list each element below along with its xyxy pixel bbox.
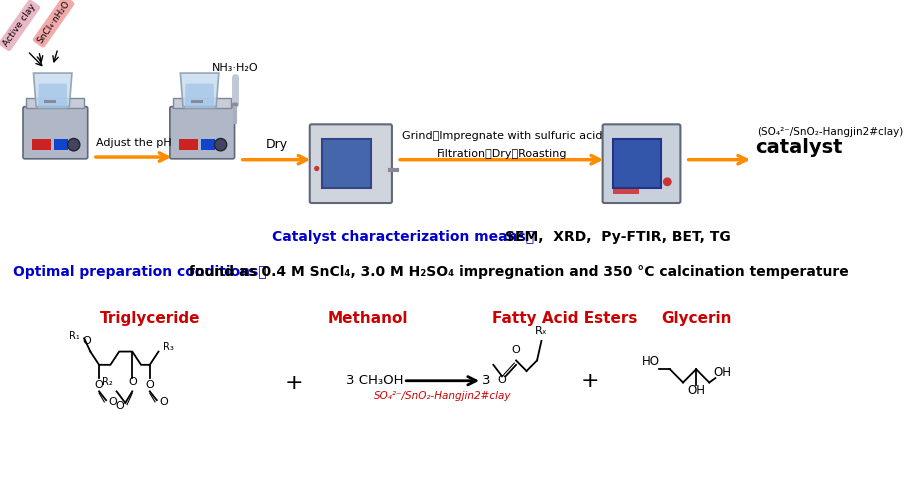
Text: O: O: [95, 380, 103, 390]
Text: Dry: Dry: [266, 138, 288, 151]
Text: Optimal preparation conditions：: Optimal preparation conditions：: [13, 265, 266, 279]
Polygon shape: [180, 73, 219, 107]
Bar: [201, 140, 215, 150]
Bar: [27, 98, 85, 109]
Bar: [322, 140, 370, 188]
FancyBboxPatch shape: [310, 124, 391, 203]
Text: found as 0.4 M SnCl₄, 3.0 M H₂SO₄ impregnation and 350 °C calcination temperatur: found as 0.4 M SnCl₄, 3.0 M H₂SO₄ impreg…: [178, 265, 847, 279]
Text: R₁: R₁: [69, 331, 80, 341]
Text: Fatty Acid Esters: Fatty Acid Esters: [492, 311, 637, 326]
Text: 3: 3: [482, 374, 490, 387]
Bar: [190, 99, 203, 103]
Text: O: O: [497, 374, 505, 384]
Text: +: +: [580, 371, 598, 391]
Text: SnCl₄·nH₂O: SnCl₄·nH₂O: [36, 0, 72, 45]
Circle shape: [663, 177, 671, 186]
Bar: [612, 189, 639, 194]
Circle shape: [214, 139, 226, 151]
Text: R₂: R₂: [102, 377, 113, 387]
Text: Adjust the pH: Adjust the pH: [96, 139, 172, 149]
Text: Grind、Impregnate with sulfuric acid: Grind、Impregnate with sulfuric acid: [402, 131, 602, 141]
Text: Triglyceride: Triglyceride: [99, 311, 199, 326]
Text: 3 CH₃OH: 3 CH₃OH: [346, 374, 403, 387]
Bar: [54, 140, 68, 150]
Text: O: O: [108, 397, 118, 407]
Text: Methanol: Methanol: [328, 311, 408, 326]
Text: HO: HO: [641, 355, 659, 368]
Text: O: O: [83, 337, 91, 347]
Text: Active clay: Active clay: [2, 2, 38, 48]
Bar: [173, 98, 231, 109]
Polygon shape: [33, 73, 72, 107]
Text: O: O: [116, 401, 124, 411]
Text: Glycerin: Glycerin: [660, 311, 731, 326]
Polygon shape: [185, 84, 214, 109]
Bar: [178, 140, 198, 150]
Circle shape: [313, 166, 319, 171]
Text: NH₃·H₂O: NH₃·H₂O: [212, 63, 258, 73]
Text: OH: OH: [686, 384, 704, 397]
Text: Catalyst characterization means：: Catalyst characterization means：: [272, 229, 534, 244]
FancyBboxPatch shape: [23, 107, 87, 159]
Text: O: O: [511, 345, 520, 355]
Text: R₃: R₃: [163, 342, 174, 352]
Text: (SO₄²⁻/SnO₂-Hangjin2#clay): (SO₄²⁻/SnO₂-Hangjin2#clay): [756, 127, 902, 137]
Text: O: O: [145, 380, 154, 390]
Bar: [44, 99, 56, 103]
Text: catalyst: catalyst: [754, 138, 842, 157]
Text: Rₓ: Rₓ: [535, 326, 547, 336]
Bar: [32, 140, 51, 150]
Text: SO₄²⁻/SnO₂-Hangjin2#clay: SO₄²⁻/SnO₂-Hangjin2#clay: [373, 391, 511, 401]
Text: +: +: [284, 372, 303, 392]
Text: Filtration、Dry、Roasting: Filtration、Dry、Roasting: [437, 149, 567, 159]
FancyBboxPatch shape: [170, 107, 234, 159]
Circle shape: [67, 139, 80, 151]
Text: O: O: [159, 397, 168, 407]
Polygon shape: [38, 84, 67, 109]
FancyBboxPatch shape: [602, 124, 680, 203]
Text: OH: OH: [713, 366, 731, 380]
Bar: [612, 140, 661, 188]
Text: O: O: [128, 377, 137, 387]
Text: SEM,  XRD,  Py-FTIR, BET, TG: SEM, XRD, Py-FTIR, BET, TG: [504, 229, 730, 244]
